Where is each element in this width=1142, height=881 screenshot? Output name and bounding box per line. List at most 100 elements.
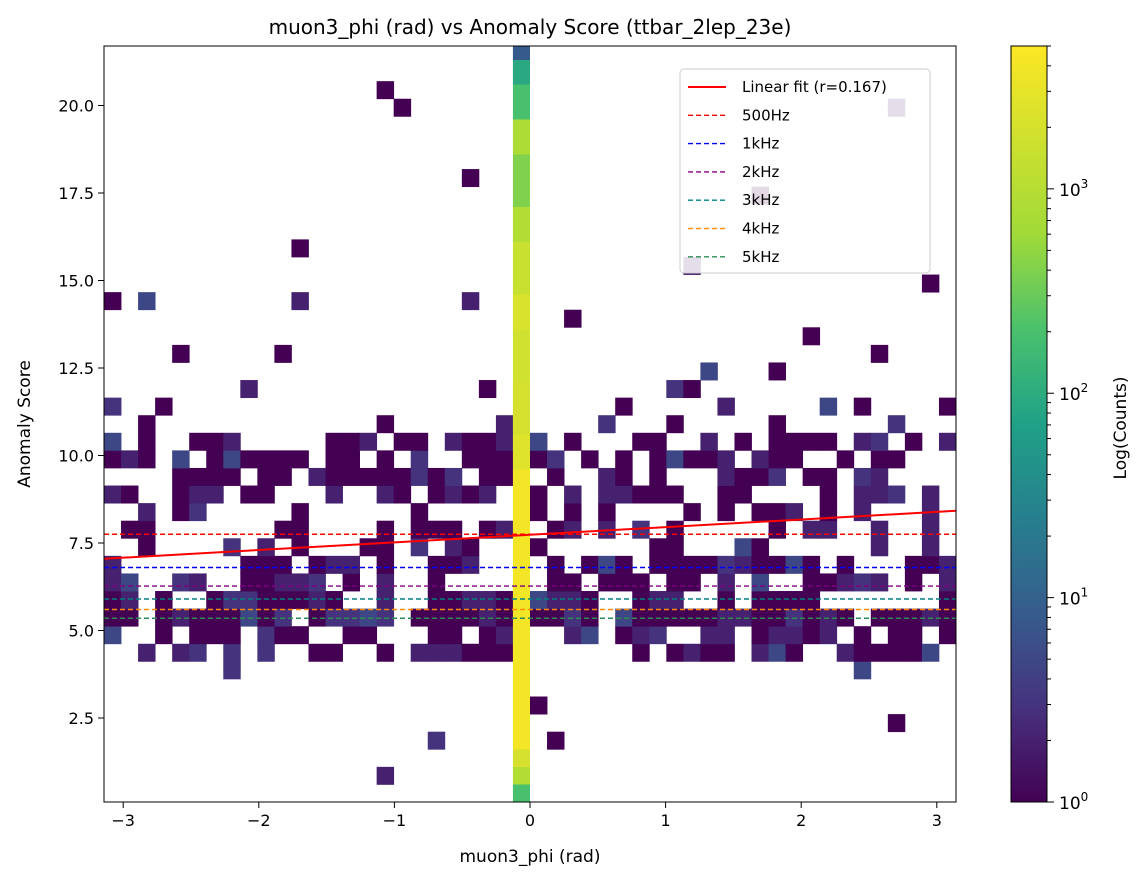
y-axis-label: Anomaly Score bbox=[15, 360, 35, 488]
heatmap-cell bbox=[921, 520, 940, 539]
heatmap-cell bbox=[223, 643, 241, 662]
heatmap-cell bbox=[632, 432, 650, 451]
heatmap-cell bbox=[887, 450, 906, 469]
heatmap-cell bbox=[564, 591, 582, 610]
heatmap-cell bbox=[138, 520, 156, 539]
heatmap-cell bbox=[121, 591, 139, 610]
heatmap-cell bbox=[342, 450, 360, 469]
heatmap-cell bbox=[904, 432, 923, 451]
heatmap-cell bbox=[376, 643, 395, 662]
heatmap-cell bbox=[461, 292, 480, 311]
heatmap-cell bbox=[666, 380, 684, 399]
heatmap-cell bbox=[342, 432, 360, 451]
heatmap-cell bbox=[547, 555, 565, 574]
heatmap-cell bbox=[938, 573, 956, 592]
heatmap-cell bbox=[530, 485, 548, 504]
heatmap-cell bbox=[427, 573, 446, 592]
heatmap-cell bbox=[257, 450, 275, 469]
legend-label: 1kHz bbox=[742, 135, 780, 153]
heatmap-cell bbox=[172, 573, 190, 592]
heatmap-cell bbox=[325, 608, 343, 627]
heatmap-cell bbox=[223, 591, 241, 610]
heatmap-cell bbox=[836, 643, 855, 662]
x-tick-label: −2 bbox=[247, 811, 271, 830]
heatmap-cell bbox=[274, 573, 292, 592]
heatmap-cell bbox=[921, 643, 940, 662]
x-tick-label: 3 bbox=[932, 811, 942, 830]
heatmap-cell bbox=[189, 503, 207, 522]
heatmap-cell bbox=[342, 555, 360, 574]
heatmap-cell bbox=[751, 591, 769, 610]
heatmap-cell bbox=[257, 538, 275, 557]
heatmap-cell bbox=[734, 432, 752, 451]
heatmap-cell bbox=[393, 98, 412, 117]
heatmap-cell bbox=[325, 432, 343, 451]
heatmap-cell bbox=[904, 573, 923, 592]
heatmap-cell bbox=[615, 573, 633, 592]
heatmap-cell bbox=[853, 626, 872, 645]
heatmap-cell bbox=[291, 520, 309, 539]
heatmap-cell bbox=[308, 591, 326, 610]
heatmap-cell bbox=[581, 555, 599, 574]
heatmap-cell bbox=[138, 538, 156, 557]
y-tick-label: 17.5 bbox=[58, 184, 94, 203]
heatmap-cell bbox=[427, 731, 446, 750]
heatmap-cell bbox=[461, 432, 480, 451]
heatmap-cell bbox=[717, 591, 735, 610]
heatmap-cell bbox=[274, 555, 292, 574]
heatmap-cell bbox=[376, 467, 395, 486]
heatmap-cell bbox=[666, 573, 684, 592]
heatmap-cell bbox=[257, 467, 275, 486]
heatmap-cell bbox=[359, 467, 378, 486]
heatmap-cell bbox=[121, 520, 139, 539]
heatmap-cell bbox=[768, 591, 786, 610]
heatmap-cell bbox=[240, 591, 258, 610]
heatmap-cell bbox=[274, 450, 292, 469]
heatmap-cell bbox=[768, 643, 786, 662]
legend-label: 3kHz bbox=[742, 191, 780, 209]
heatmap-dense-cell bbox=[512, 294, 530, 330]
heatmap-cell bbox=[257, 573, 275, 592]
heatmap-cell bbox=[376, 450, 395, 469]
heatmap-cell bbox=[870, 344, 889, 363]
heatmap-cell bbox=[904, 626, 923, 645]
heatmap-cell bbox=[189, 626, 207, 645]
heatmap-cell bbox=[683, 555, 701, 574]
heatmap-cell bbox=[410, 538, 429, 557]
heatmap-cell bbox=[564, 485, 582, 504]
heatmap-cell bbox=[444, 485, 463, 504]
heatmap-cell bbox=[683, 503, 701, 522]
heatmap-cell bbox=[495, 432, 514, 451]
heatmap-cell bbox=[802, 327, 821, 346]
heatmap-cell bbox=[478, 485, 497, 504]
heatmap-cell bbox=[819, 503, 838, 522]
heatmap-cell bbox=[785, 503, 804, 522]
heatmap-cell bbox=[495, 591, 514, 610]
x-axis-label: muon3_phi (rad) bbox=[460, 847, 601, 867]
heatmap-cell bbox=[155, 591, 173, 610]
heatmap-cell bbox=[359, 538, 378, 557]
heatmap-cell bbox=[206, 591, 224, 610]
heatmap-cell bbox=[444, 555, 463, 574]
heatmap-cell bbox=[444, 467, 463, 486]
heatmap-cell bbox=[649, 450, 667, 469]
heatmap-cell bbox=[308, 467, 326, 486]
heatmap-cell bbox=[189, 485, 207, 504]
heatmap-cell bbox=[581, 608, 599, 627]
heatmap-cell bbox=[291, 239, 309, 258]
heatmap-cell bbox=[342, 608, 360, 627]
heatmap-cell bbox=[444, 608, 463, 627]
heatmap-cell bbox=[819, 432, 838, 451]
heatmap-cell bbox=[564, 520, 582, 539]
heatmap-cell bbox=[376, 591, 395, 610]
heatmap-cell bbox=[836, 573, 855, 592]
heatmap-cell bbox=[478, 626, 497, 645]
heatmap-cell bbox=[104, 573, 122, 592]
heatmap-cell bbox=[189, 573, 207, 592]
heatmap-cell bbox=[717, 573, 735, 592]
heatmap-cell bbox=[376, 415, 395, 434]
heatmap-cell bbox=[700, 626, 718, 645]
heatmap-dense-cell bbox=[512, 767, 530, 785]
heatmap-cell bbox=[598, 467, 616, 486]
heatmap-cell bbox=[598, 485, 616, 504]
